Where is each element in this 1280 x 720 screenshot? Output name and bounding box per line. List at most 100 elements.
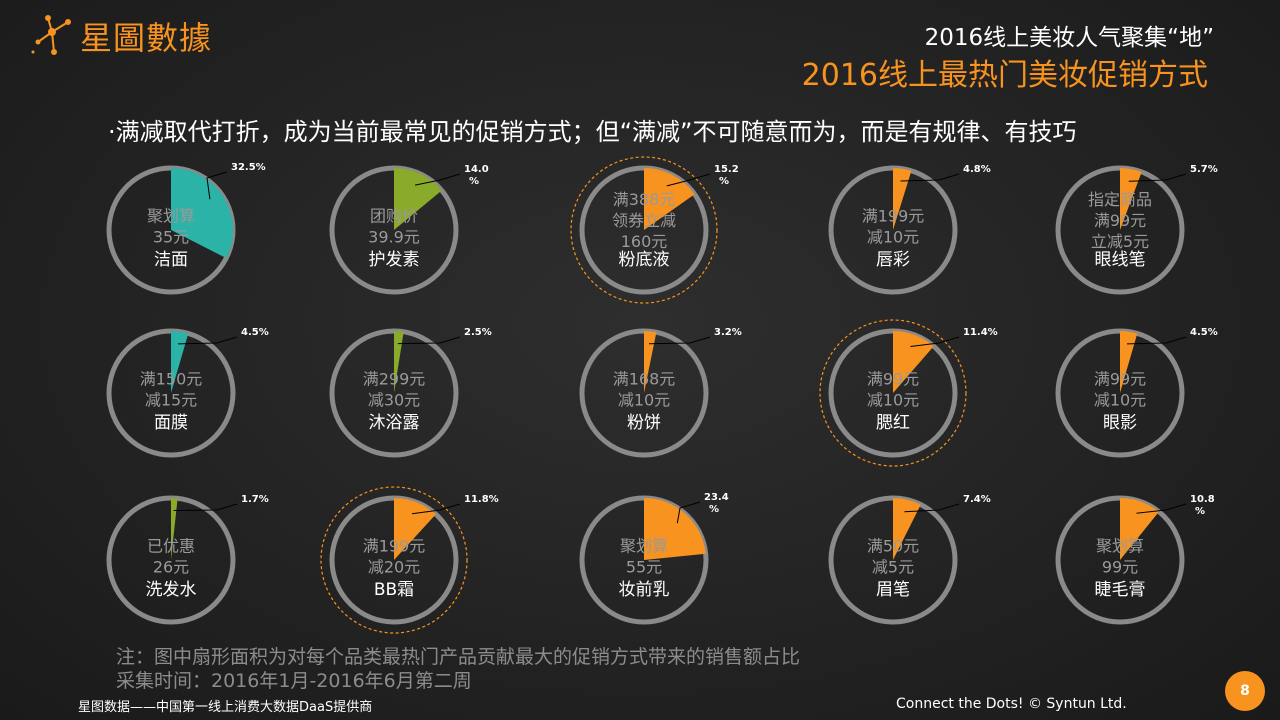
brand-logo: 星圖數據 [28,12,212,60]
promo-label: 35元 [153,228,189,247]
category-label: 唇彩 [876,250,910,270]
pie-slice [644,168,695,230]
promo-label: 立减5元 [1091,232,1149,251]
value-label: 4.5% [241,327,269,338]
footnote: 注：图中扇形面积为对每个品类最热门产品贡献最大的促销方式带来的销售额占比 采集时… [116,645,800,693]
promo-label: 减10元 [1094,391,1146,410]
slide-title: 2016线上美妆人气聚集“地” [924,25,1214,51]
value-label: 5.7% [1190,164,1218,175]
leader-line [904,503,960,513]
pie-slice [893,498,921,560]
promo-label: 满150元 [140,370,203,389]
leader-line [1136,503,1187,514]
promo-label: 39.9元 [368,228,420,247]
pie-slice [394,498,436,560]
logo-text: 星圖數據 [80,19,213,57]
promo-label: 团购价 [370,207,418,226]
pie-slice [1120,167,1142,230]
pie-slice [893,331,934,393]
promo-label: 减15元 [145,391,197,410]
promo-label: 满50元 [867,537,919,556]
value-label: 15.2 [714,164,739,175]
promo-label: 聚划算 [147,207,195,226]
promo-label: 指定商品 [1088,190,1152,209]
value-label: 4.5% [1190,327,1218,338]
footer-tagline: 星图数据——中国第一线上消费大数据DaaS提供商 [78,700,373,715]
promo-label: 55元 [626,558,662,577]
category-label: 沐浴露 [369,413,420,433]
promo-label: 聚划算 [620,537,668,556]
value-label: % [719,176,729,187]
category-label: 粉饼 [627,413,661,433]
promo-label: 160元 [621,232,668,251]
promo-label: 满99元 [867,370,919,389]
category-label: 护发素 [369,250,420,270]
category-label: 妆前乳 [619,580,670,600]
pie-slice [1120,498,1159,560]
slide-subtitle: 2016线上最热门美妆促销方式 [801,58,1208,93]
leader-line [666,173,711,187]
leader-line [900,173,960,182]
value-label: % [709,504,719,515]
promo-label: 满388元 [613,190,676,209]
promo-label: 减20元 [368,558,420,577]
leader-line [1128,173,1187,182]
value-label: 4.8% [963,164,991,175]
pie-slice [644,498,706,560]
value-label: 11.8% [464,494,499,505]
leader-line [414,173,461,186]
promo-label: 减5元 [872,558,914,577]
pie-slice [644,331,657,393]
leader-line [648,336,711,345]
promo-label: 满99元 [1094,211,1146,230]
constellation-logo-icon [31,15,71,55]
leader-line [397,336,461,345]
promo-label: 满299元 [363,370,426,389]
category-label: 眼线笔 [1095,250,1146,270]
promo-label: 领券立减 [612,211,676,230]
promo-label: 满199元 [363,537,426,556]
promo-label: 26元 [153,558,189,577]
page-number-badge: 8 [1225,671,1265,711]
value-label: 32.5% [231,162,266,173]
value-label: 3.2% [714,327,742,338]
pie-slice [893,168,912,230]
leader-line [177,336,238,345]
category-label: 眼影 [1103,413,1137,433]
pie-slice [171,331,189,393]
value-label: 2.5% [464,327,492,338]
category-label: 粉底液 [619,250,670,270]
footnote-line-1: 注：图中扇形面积为对每个品类最热门产品贡献最大的促销方式带来的销售额占比 [116,646,801,668]
promo-label: 减10元 [867,391,919,410]
leader-line [206,171,228,200]
category-label: 眉笔 [876,580,910,600]
pie-slice [171,497,178,560]
value-label: % [469,176,479,187]
category-label: 睫毛膏 [1095,579,1146,600]
category-label: BB霜 [374,580,414,600]
category-label: 洗发水 [146,580,197,600]
leader-line [676,501,701,524]
promo-label: 满99元 [1094,370,1146,389]
value-label: 10.8 [1190,494,1215,505]
promo-label: 99元 [1102,558,1138,577]
leader-line [910,336,960,347]
promo-label: 减10元 [867,228,919,247]
promo-label: 满168元 [613,370,676,389]
leader-line [1126,336,1187,345]
